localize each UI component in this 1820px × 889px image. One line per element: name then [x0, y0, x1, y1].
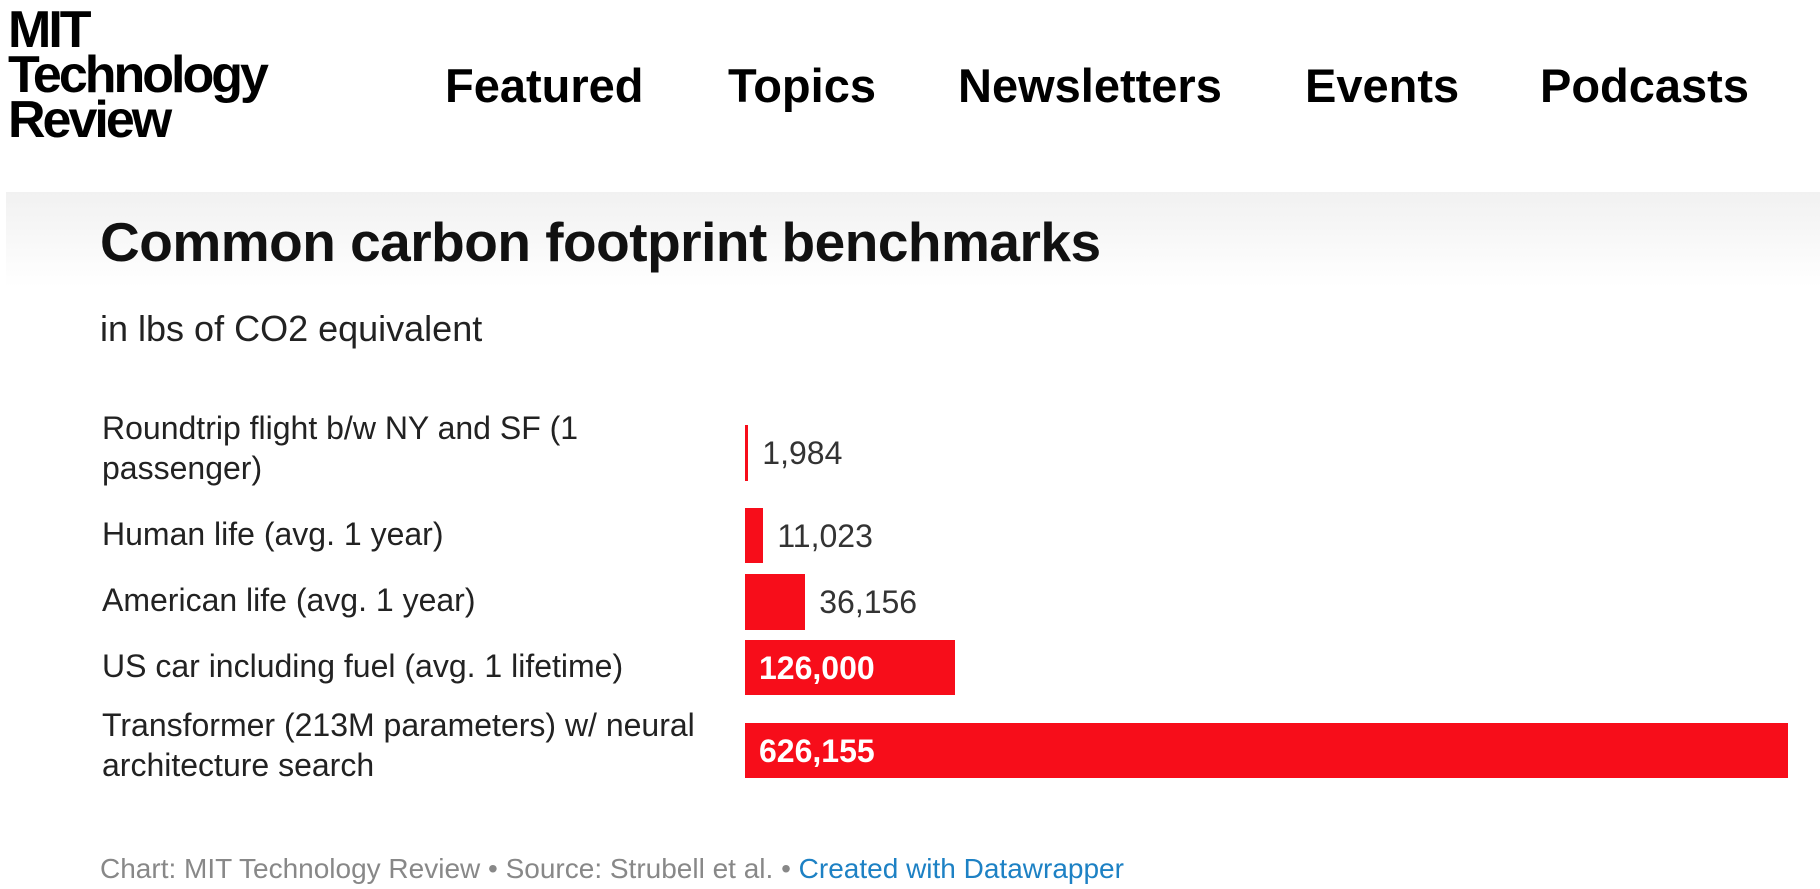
footer-credit: Chart: MIT Technology Review • Source: S…	[100, 853, 799, 884]
chart-title: Common carbon footprint benchmarks	[100, 211, 1101, 273]
bar-value-label-2: 11,023	[777, 517, 873, 554]
row-label-2: Human life (avg. 1 year)	[102, 516, 444, 552]
nav-topics[interactable]: Topics	[728, 59, 876, 112]
bar-value-label-3: 36,156	[819, 584, 918, 620]
bar-3	[745, 574, 806, 630]
row-label-3: American life (avg. 1 year)	[102, 582, 476, 618]
bar-5	[745, 723, 1788, 778]
row-label-4: US car including fuel (avg. 1 lifetime)	[102, 648, 624, 684]
site-header: MIT Technology Review Featured Topics Ne…	[0, 0, 1820, 192]
nav-featured[interactable]: Featured	[445, 59, 644, 112]
bar-value-label-1: 1,984	[762, 435, 843, 471]
chart-subtitle: in lbs of CO2 equivalent	[100, 308, 483, 349]
nav-podcasts[interactable]: Podcasts	[1540, 59, 1749, 112]
logo-line-3: Review	[8, 91, 172, 149]
chart-footer: Chart: MIT Technology Review • Source: S…	[100, 853, 1124, 885]
nav-events[interactable]: Events	[1305, 59, 1460, 112]
bar-1	[745, 425, 749, 481]
bar-2	[745, 508, 764, 563]
logo-line-2: Technology	[8, 46, 269, 104]
row-label-5: Transformer (213M parameters) w/ neural …	[102, 707, 695, 783]
bar-value-label-4: 126,000	[759, 649, 875, 686]
datawrapper-link[interactable]: Created with Datawrapper	[798, 853, 1124, 884]
bar-value-label-5: 626,155	[759, 732, 875, 769]
logo-line-1: MIT	[8, 1, 92, 59]
bar-4	[745, 640, 955, 695]
mit-technology-review-logo[interactable]: MIT Technology Review	[8, 1, 269, 149]
row-label-1: Roundtrip flight b/w NY and SF (1 passen…	[102, 410, 579, 486]
nav-newsletters[interactable]: Newsletters	[958, 59, 1222, 112]
